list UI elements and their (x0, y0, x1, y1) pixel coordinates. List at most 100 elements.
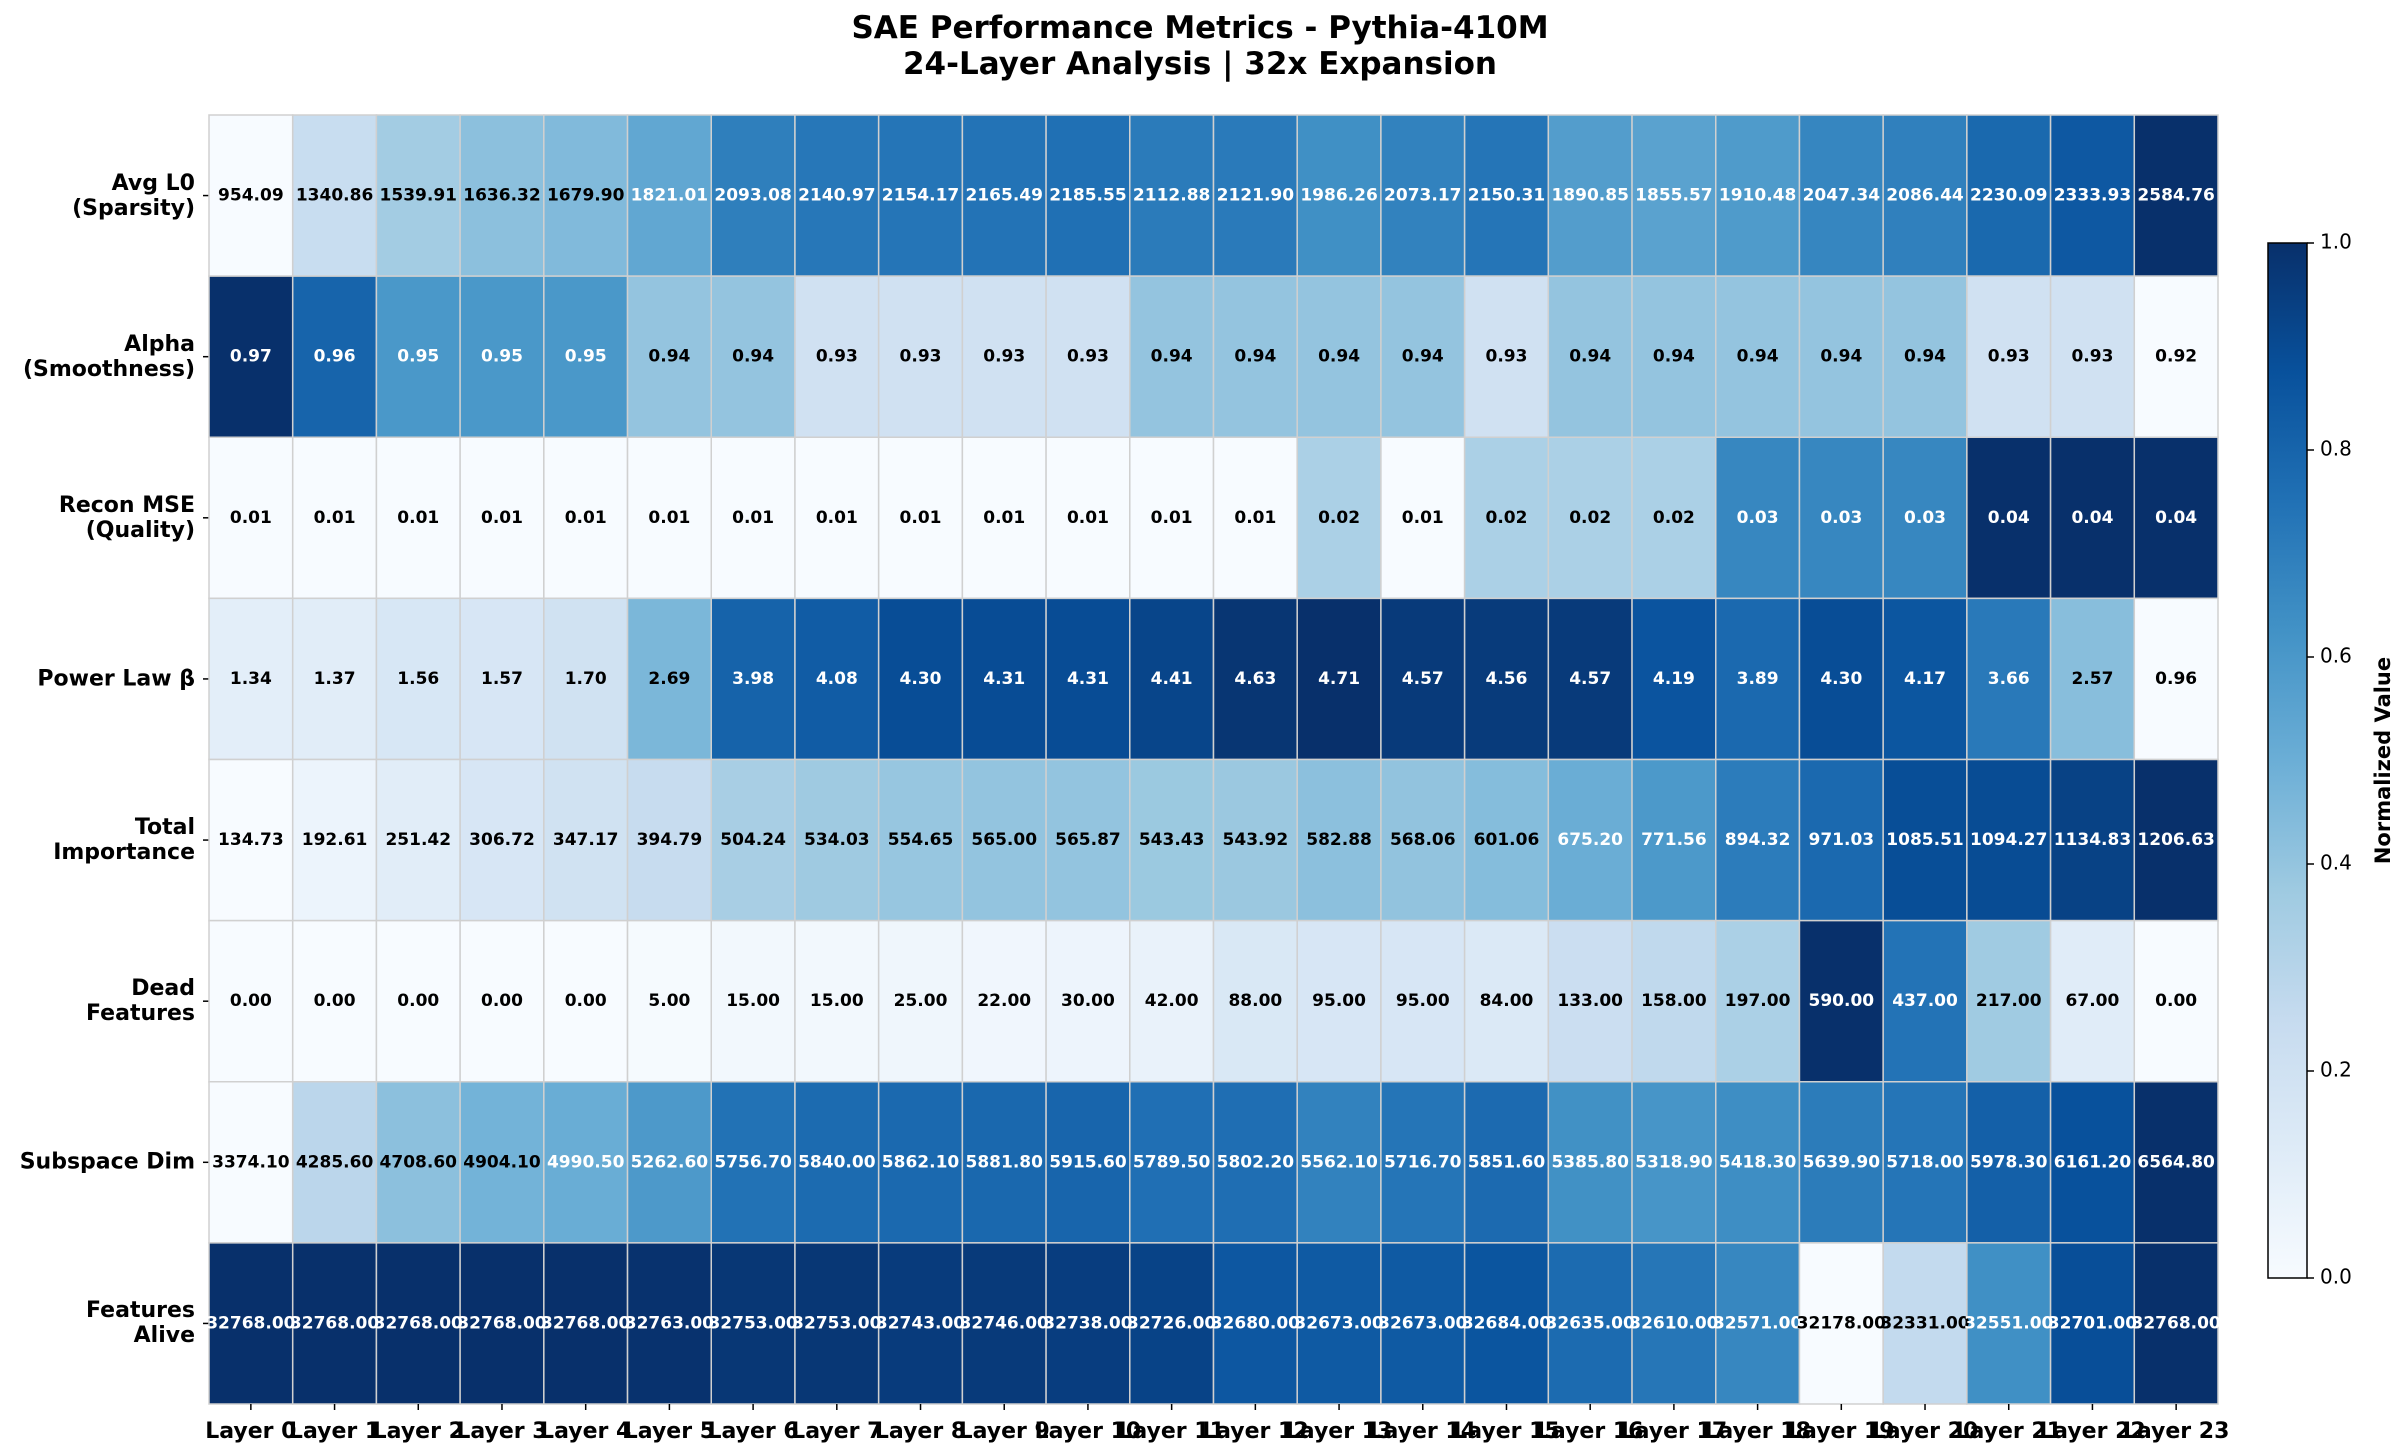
heat-cell (1547, 919, 1633, 1083)
heat-cell (1212, 1242, 1298, 1405)
value-label: 0.95 (397, 347, 439, 367)
heat-cell (375, 597, 461, 761)
value-label: 2150.31 (1468, 186, 1545, 206)
heat-cell (1882, 919, 1968, 1083)
value-label: 5915.60 (1049, 1152, 1127, 1172)
heat-cell (375, 1081, 461, 1244)
value-label: 32684.00 (1462, 1313, 1551, 1333)
heat-cell (794, 1081, 880, 1244)
heat-cell (2133, 758, 2219, 922)
value-label: 5802.20 (1217, 1152, 1295, 1172)
heat-cell (1045, 1242, 1131, 1405)
heat-cell (1463, 275, 1550, 438)
value-label: 1679.90 (547, 186, 625, 206)
heat-cell (543, 1242, 629, 1405)
value-label: 95.00 (1312, 991, 1366, 1011)
value-label: 0.01 (983, 508, 1025, 528)
value-label: 5862.10 (882, 1152, 960, 1172)
value-label: 2086.44 (1886, 186, 1964, 206)
value-label: 5716.70 (1384, 1152, 1462, 1172)
heat-cell (877, 1242, 964, 1405)
heat-cell (2049, 275, 2136, 438)
value-label: 771.56 (1641, 830, 1707, 850)
value-label: 565.00 (971, 830, 1037, 850)
value-label: 0.03 (1737, 508, 1779, 528)
heat-cell (291, 758, 378, 922)
value-label: 0.01 (481, 508, 523, 528)
heat-cell (2049, 919, 2136, 1083)
heat-cell (1882, 1081, 1968, 1244)
heat-cell (1547, 597, 1633, 761)
value-label: 32331.00 (1880, 1313, 1969, 1333)
heat-cell (1547, 436, 1633, 600)
heat-cell (626, 114, 713, 277)
value-label: 0.01 (397, 508, 439, 528)
x-tick-label: Layer 8 (875, 1419, 966, 1444)
heat-cell (1045, 919, 1131, 1083)
heat-cell (1882, 436, 1968, 600)
value-label: 565.87 (1055, 830, 1121, 850)
heat-cell (543, 436, 629, 600)
value-label: 534.03 (804, 830, 870, 850)
value-label: 5262.60 (631, 1152, 709, 1172)
value-label: 4.63 (1234, 669, 1276, 689)
row-label: Total Importance (53, 815, 195, 866)
value-label: 0.95 (565, 347, 607, 367)
value-label: 25.00 (894, 991, 948, 1011)
value-label: 1539.91 (380, 186, 457, 206)
value-label: 0.02 (1653, 508, 1695, 528)
heat-cell (710, 1081, 796, 1244)
value-label: 0.00 (397, 991, 439, 1011)
heat-cell (1715, 275, 1801, 438)
value-label: 32680.00 (1211, 1313, 1300, 1333)
value-label: 5385.80 (1551, 1152, 1629, 1172)
x-tick-label: Layer 9 (959, 1419, 1050, 1444)
value-label: 4904.10 (463, 1152, 541, 1172)
value-label: 2093.08 (714, 186, 791, 206)
value-label: 0.94 (1569, 347, 1611, 367)
value-label: 2333.93 (2054, 186, 2131, 206)
value-label: 0.01 (314, 508, 356, 528)
value-label: 0.94 (1151, 347, 1193, 367)
value-label: 0.95 (481, 347, 523, 367)
heat-cell (1045, 436, 1131, 600)
value-label: 32701.00 (2048, 1313, 2137, 1333)
heat-cell (1129, 758, 1215, 922)
value-label: 5840.00 (798, 1152, 876, 1172)
value-label: 0.94 (1402, 347, 1444, 367)
value-label: 0.94 (1234, 347, 1276, 367)
value-label: 1.56 (397, 669, 439, 689)
heat-cell (2049, 758, 2136, 922)
value-label: 2185.55 (1049, 186, 1126, 206)
heat-cell (1212, 1081, 1298, 1244)
value-label: 0.96 (314, 347, 356, 367)
heat-cell (626, 1242, 713, 1405)
value-label: 3.66 (1988, 669, 2030, 689)
heat-cell (1882, 1242, 1968, 1405)
colorbar-tick-label: 0.4 (2320, 851, 2352, 875)
heat-cell (1798, 1081, 1884, 1244)
value-label: 32726.00 (1127, 1313, 1216, 1333)
value-label: 32673.00 (1294, 1313, 1383, 1333)
value-label: 1094.27 (1970, 830, 2047, 850)
value-label: 2230.09 (1970, 186, 2047, 206)
value-label: 0.93 (2071, 347, 2113, 367)
value-label: 133.00 (1557, 991, 1623, 1011)
heat-cell (291, 436, 378, 600)
value-label: 4.56 (1486, 669, 1528, 689)
value-label: 1085.51 (1886, 830, 1963, 850)
value-label: 347.17 (553, 830, 619, 850)
heat-cell (459, 1081, 545, 1244)
heat-cell (1463, 1081, 1550, 1244)
heat-cell (1463, 758, 1550, 922)
value-label: 251.42 (385, 830, 451, 850)
value-label: 1890.85 (1551, 186, 1628, 206)
value-label: 0.01 (230, 508, 272, 528)
value-label: 4285.60 (296, 1152, 374, 1172)
heat-cell (2049, 597, 2136, 761)
heat-cell (1798, 114, 1884, 277)
heat-cell (961, 275, 1047, 438)
heat-cell (1463, 919, 1550, 1083)
heat-cell (961, 436, 1047, 600)
value-label: 15.00 (810, 991, 864, 1011)
